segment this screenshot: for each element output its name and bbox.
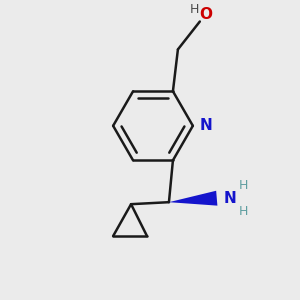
- Text: H: H: [239, 205, 248, 218]
- Text: H: H: [239, 179, 248, 192]
- Text: N: N: [224, 191, 236, 206]
- Text: N: N: [200, 118, 212, 133]
- Text: O: O: [199, 7, 212, 22]
- Text: H: H: [190, 3, 200, 16]
- Polygon shape: [169, 191, 218, 206]
